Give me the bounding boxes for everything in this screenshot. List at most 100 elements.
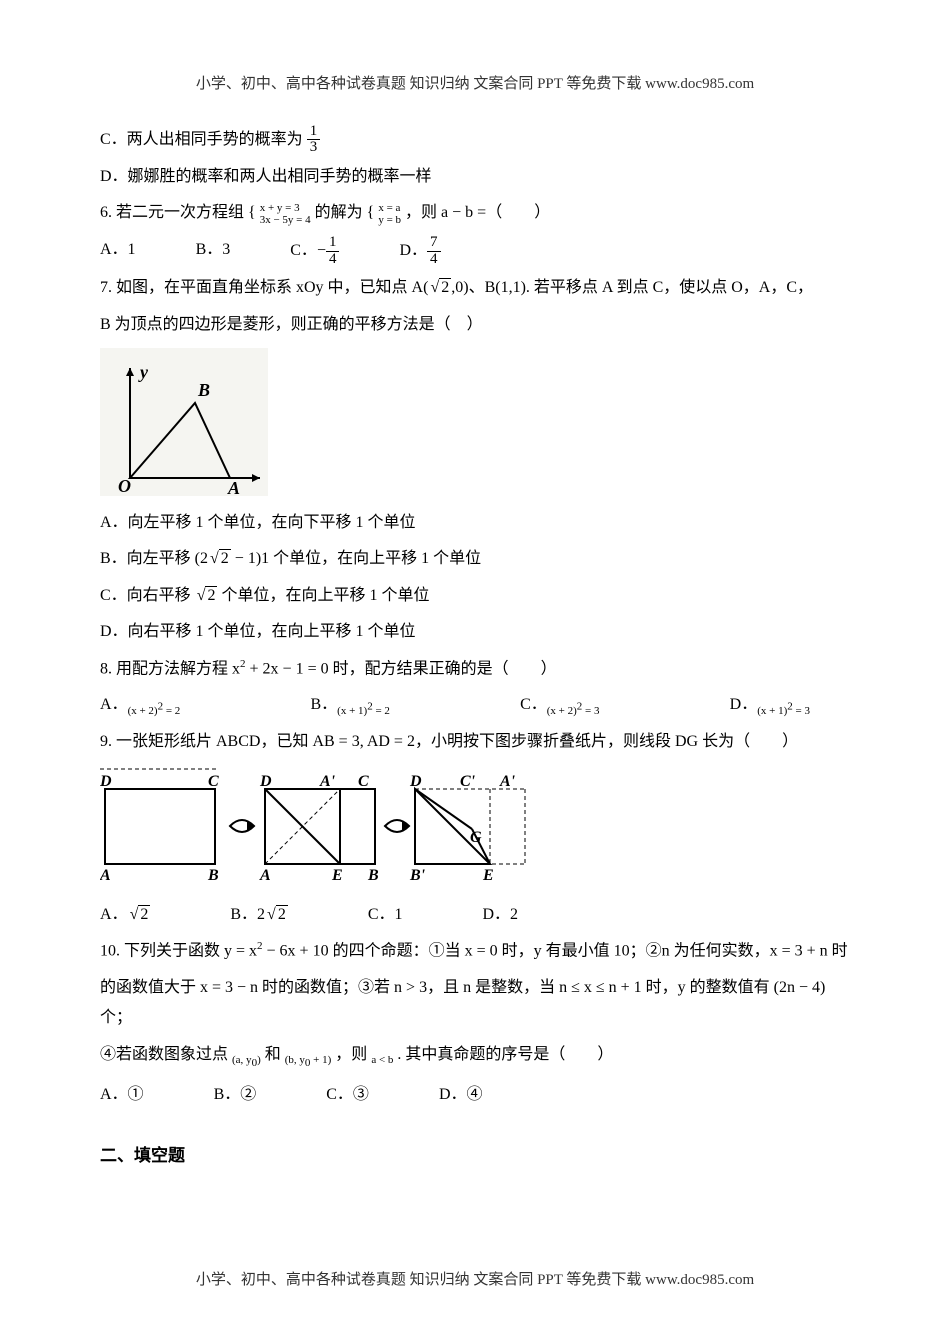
q7c-b: 个单位，在向上平移 1 个单位: [217, 587, 429, 604]
q7-svg: O y A B: [100, 348, 270, 498]
svg-text:E: E: [331, 867, 343, 884]
q6-options: A．1 B．3 C．−14 D．74: [100, 235, 850, 268]
q6-stem-a: 6. 若二元一次方程组: [100, 204, 244, 221]
q10-pt2b: + 1): [310, 1054, 331, 1066]
q10-d-d: . 其中真命题的序号是（ ）: [397, 1046, 613, 1063]
q8a-body: (x + 2): [128, 705, 158, 717]
q8d-suf: = 3: [793, 705, 810, 717]
q6-stem-b: 的解为: [315, 204, 363, 221]
q9-figure: D C A B D A' C A E B: [100, 764, 850, 894]
q6-sol-top: x = a: [378, 202, 401, 214]
q7-opt-b: B．向左平移 (22 − 1)1 个单位，在向上平移 1 个单位: [100, 544, 850, 574]
q8b-body: (x + 1): [337, 705, 367, 717]
q7-opt-d: D．向右平移 1 个单位，在向上平移 1 个单位: [100, 617, 850, 647]
q9-opt-c: C．1: [368, 900, 403, 930]
svg-text:C: C: [208, 773, 219, 790]
q8d-body: (x + 1): [757, 705, 787, 717]
frac-1-3: 13: [307, 124, 321, 157]
q7-opt-a: A．向左平移 1 个单位，在向下平移 1 个单位: [100, 508, 850, 538]
q10-d-b: 和: [265, 1046, 281, 1063]
q7-figure: O y A B: [100, 348, 850, 498]
svg-text:A: A: [227, 478, 240, 498]
sqrt2-icon: 2: [128, 900, 151, 930]
q10-a: 10. 下列关于函数 y = x: [100, 943, 257, 960]
q10-opt-d: D．④: [439, 1080, 483, 1110]
q7-stem-line2: B 为顶点的四边形是菱形，则正确的平移方法是（ ）: [100, 310, 850, 340]
q10-opt-c: C．③: [326, 1080, 369, 1110]
q6-system: x + y = 3 3x − 5y = 4: [260, 202, 311, 226]
q8-opt-a: A．(x + 2)2 = 2: [100, 690, 180, 721]
q6-opt-c: C．−14: [290, 235, 339, 268]
q6-opt-a: A．1: [100, 235, 136, 268]
svg-text:B: B: [207, 867, 219, 884]
svg-text:A': A': [499, 773, 516, 790]
q6-opt-b: B．3: [196, 235, 231, 268]
q8c-suf: = 3: [582, 705, 599, 717]
q7b-a: B．向左平移 (2: [100, 550, 208, 567]
sqrt2-icon: 2: [428, 273, 451, 303]
q6-stem-c: ，则 a − b =（ ）: [405, 204, 550, 221]
q10-ab: a < b: [371, 1054, 393, 1066]
q7-stem-line1: 7. 如图，在平面直角坐标系 xOy 中，已知点 A(2,0)、B(1,1). …: [100, 273, 850, 303]
svg-text:O: O: [118, 476, 131, 496]
q9-svg: D C A B D A' C A E B: [100, 764, 530, 894]
svg-text:B': B': [409, 867, 426, 884]
q10-d-c: ，则: [335, 1046, 367, 1063]
svg-text:D: D: [259, 773, 272, 790]
sqrt2-icon: 2: [265, 900, 288, 930]
q10-b: − 6x + 10 的四个命题：①当 x = 0 时，y 有最小值 10；②n …: [263, 943, 848, 960]
q6-sol-bot: y = b: [378, 214, 401, 226]
svg-text:A': A': [319, 773, 336, 790]
q8b-suf: = 2: [373, 705, 390, 717]
svg-text:B: B: [197, 380, 210, 400]
q6-stem: 6. 若二元一次方程组 { x + y = 3 3x − 5y = 4 的解为 …: [100, 198, 850, 228]
lbrace-icon: {: [367, 204, 375, 221]
svg-text:D: D: [409, 773, 422, 790]
q7-a: 7. 如图，在平面直角坐标系 xOy 中，已知点 A(: [100, 279, 428, 296]
svg-text:E: E: [482, 867, 494, 884]
page-footer: 小学、初中、高中各种试卷真题 知识归纳 文案合同 PPT 等免费下载 www.d…: [0, 1266, 950, 1295]
q8-options: A．(x + 2)2 = 2 B．(x + 1)2 = 2 C．(x + 2)2…: [100, 690, 850, 721]
q8-opt-c: C．(x + 2)2 = 3: [520, 690, 599, 721]
q8a-suf: = 2: [163, 705, 180, 717]
frac-7-4: 74: [427, 235, 441, 268]
q10-line2: 的函数值大于 x = 3 − n 时的函数值；③若 n > 3，且 n 是整数，…: [100, 973, 850, 1034]
lbrace-icon: {: [248, 204, 256, 221]
q6-sys-bot: 3x − 5y = 4: [260, 214, 311, 226]
page-header: 小学、初中、高中各种试卷真题 知识归纳 文案合同 PPT 等免费下载 www.d…: [100, 70, 850, 99]
q7b-b: − 1)1 个单位，在向上平移 1 个单位: [231, 550, 481, 567]
q10-pt1b: ): [257, 1054, 261, 1066]
svg-text:G: G: [470, 829, 482, 846]
q10-d-a: ④若函数图象过点: [100, 1046, 228, 1063]
q7-opt-c: C．向右平移 2 个单位，在向上平移 1 个单位: [100, 581, 850, 611]
svg-text:y: y: [138, 362, 149, 382]
q10-pt1: (a, y: [232, 1054, 252, 1066]
q10-opt-a: A．①: [100, 1080, 144, 1110]
q8c-pre: C．: [520, 696, 547, 713]
q8-a: 8. 用配方法解方程 x: [100, 660, 240, 677]
q8c-body: (x + 2): [547, 705, 577, 717]
q5-option-c: C．两人出相同手势的概率为 13: [100, 124, 850, 157]
svg-text:C': C': [460, 773, 476, 790]
svg-text:B: B: [367, 867, 379, 884]
svg-text:D: D: [100, 773, 112, 790]
sqrt2-icon: 2: [195, 581, 218, 611]
q6-solution: x = a y = b: [378, 202, 401, 226]
q5c-text: C．两人出相同手势的概率为: [100, 130, 303, 147]
q10-line3: ④若函数图象过点 (a, y0) 和 (b, y0 + 1) ，则 a < b …: [100, 1040, 850, 1074]
q10-pt2: (b, y: [285, 1054, 305, 1066]
q7-b: ,0)、B(1,1). 若平移点 A 到点 C，使以点 O，A，C，: [451, 279, 813, 296]
q9b-pre: B．2: [230, 906, 265, 923]
q8b-pre: B．: [310, 696, 337, 713]
q9-opt-b: B．22: [230, 900, 287, 930]
section-2-title: 二、填空题: [100, 1140, 850, 1172]
svg-text:A: A: [259, 867, 271, 884]
q9-options: A．2 B．22 C．1 D．2: [100, 900, 850, 930]
q8-stem: 8. 用配方法解方程 x2 + 2x − 1 = 0 时，配方结果正确的是（ ）: [100, 654, 850, 685]
sqrt2-icon: 2: [208, 544, 231, 574]
q9a-pre: A．: [100, 906, 128, 923]
q6d-pre: D．: [399, 242, 427, 259]
q5-option-d: D．娜娜胜的概率和两人出相同手势的概率一样: [100, 162, 850, 192]
q6-opt-d: D．74: [399, 235, 440, 268]
q9-opt-a: A．2: [100, 900, 150, 930]
